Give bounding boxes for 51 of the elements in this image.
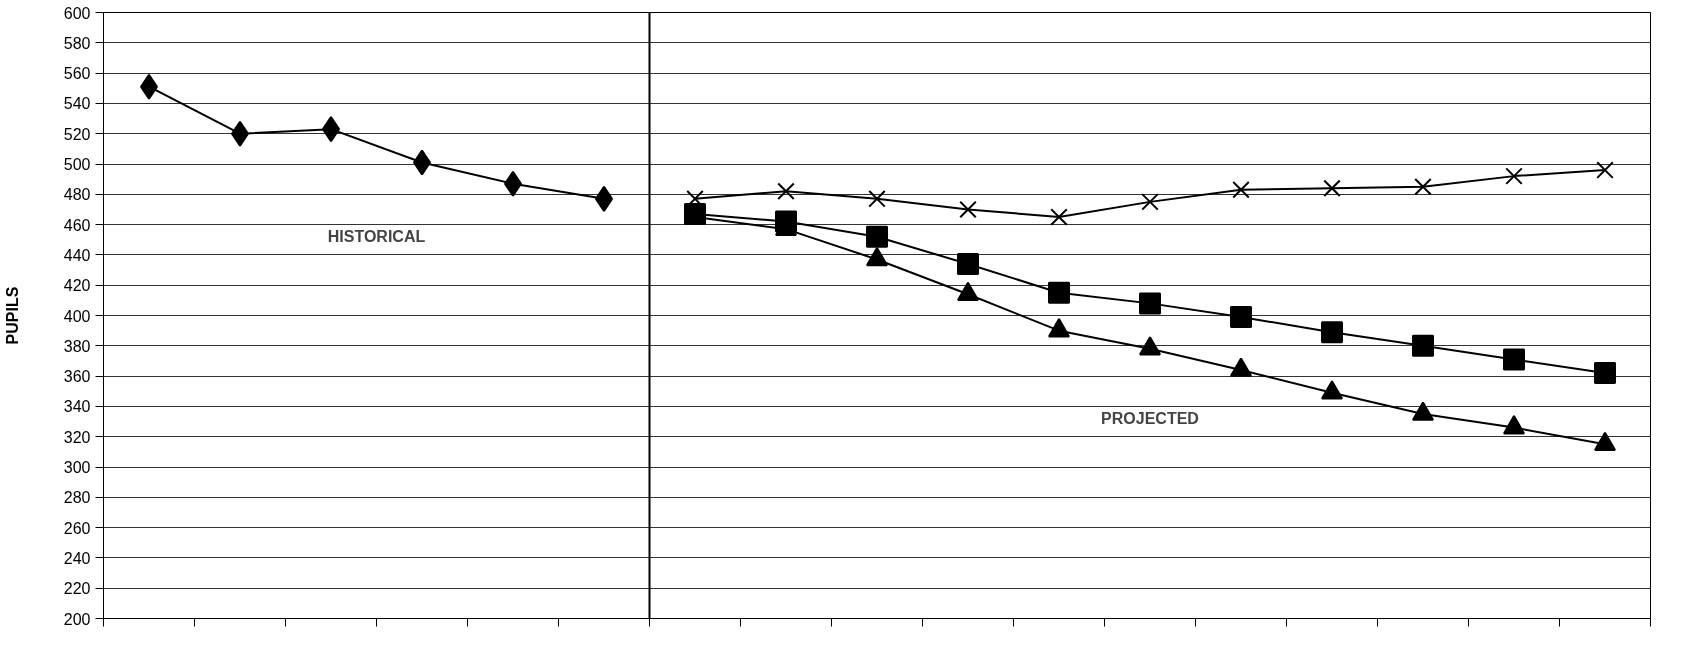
y-tick-label: 320 [63, 428, 91, 446]
point [1505, 167, 1523, 185]
y-tick-label: 460 [63, 216, 91, 234]
y-tick-label: 300 [63, 459, 91, 476]
point [1321, 321, 1343, 344]
y-tick-label: 600 [63, 4, 91, 22]
point [1232, 180, 1250, 199]
point [959, 200, 977, 219]
point [1048, 318, 1070, 338]
y-axis-title: PUPILS [3, 286, 21, 345]
y-tick-label: 240 [63, 549, 91, 567]
annotation: PROJECTED [1101, 410, 1199, 428]
y-tick-label: 380 [63, 337, 91, 355]
point [957, 252, 979, 275]
point [1141, 193, 1159, 211]
point [1139, 336, 1161, 356]
point [868, 190, 886, 208]
y-tick-label: 420 [63, 277, 91, 295]
point [1594, 431, 1616, 452]
point [866, 225, 888, 248]
y-tick-label: 580 [63, 34, 91, 52]
y-tick-label: 200 [63, 610, 91, 628]
y-tick-label: 520 [63, 125, 91, 143]
point [1414, 177, 1432, 196]
y-tick-label: 260 [63, 519, 91, 537]
point [1596, 161, 1614, 179]
y-tick-label: 340 [63, 398, 91, 416]
point [1503, 415, 1525, 435]
point [1321, 380, 1343, 400]
point [777, 182, 795, 201]
point [1503, 348, 1525, 371]
point [775, 210, 797, 233]
point [1050, 208, 1068, 226]
y-tick-label: 480 [63, 186, 91, 204]
y-tick-label: 440 [63, 246, 91, 264]
point [1323, 179, 1341, 198]
y-tick-label: 280 [63, 489, 91, 507]
annotation: HISTORICAL [327, 228, 426, 246]
point [1230, 306, 1252, 329]
point [1139, 292, 1161, 315]
y-tick-label: 400 [63, 307, 91, 325]
y-tick-label: 560 [63, 65, 91, 83]
y-tick-label: 220 [63, 580, 91, 598]
y-tick-label: 540 [63, 95, 91, 113]
y-tick-label: 500 [63, 156, 91, 173]
point [1412, 401, 1434, 421]
point [1048, 281, 1070, 304]
y-tick-label: 360 [63, 368, 91, 386]
point [957, 281, 979, 302]
point [1230, 357, 1252, 377]
point [1412, 334, 1434, 357]
